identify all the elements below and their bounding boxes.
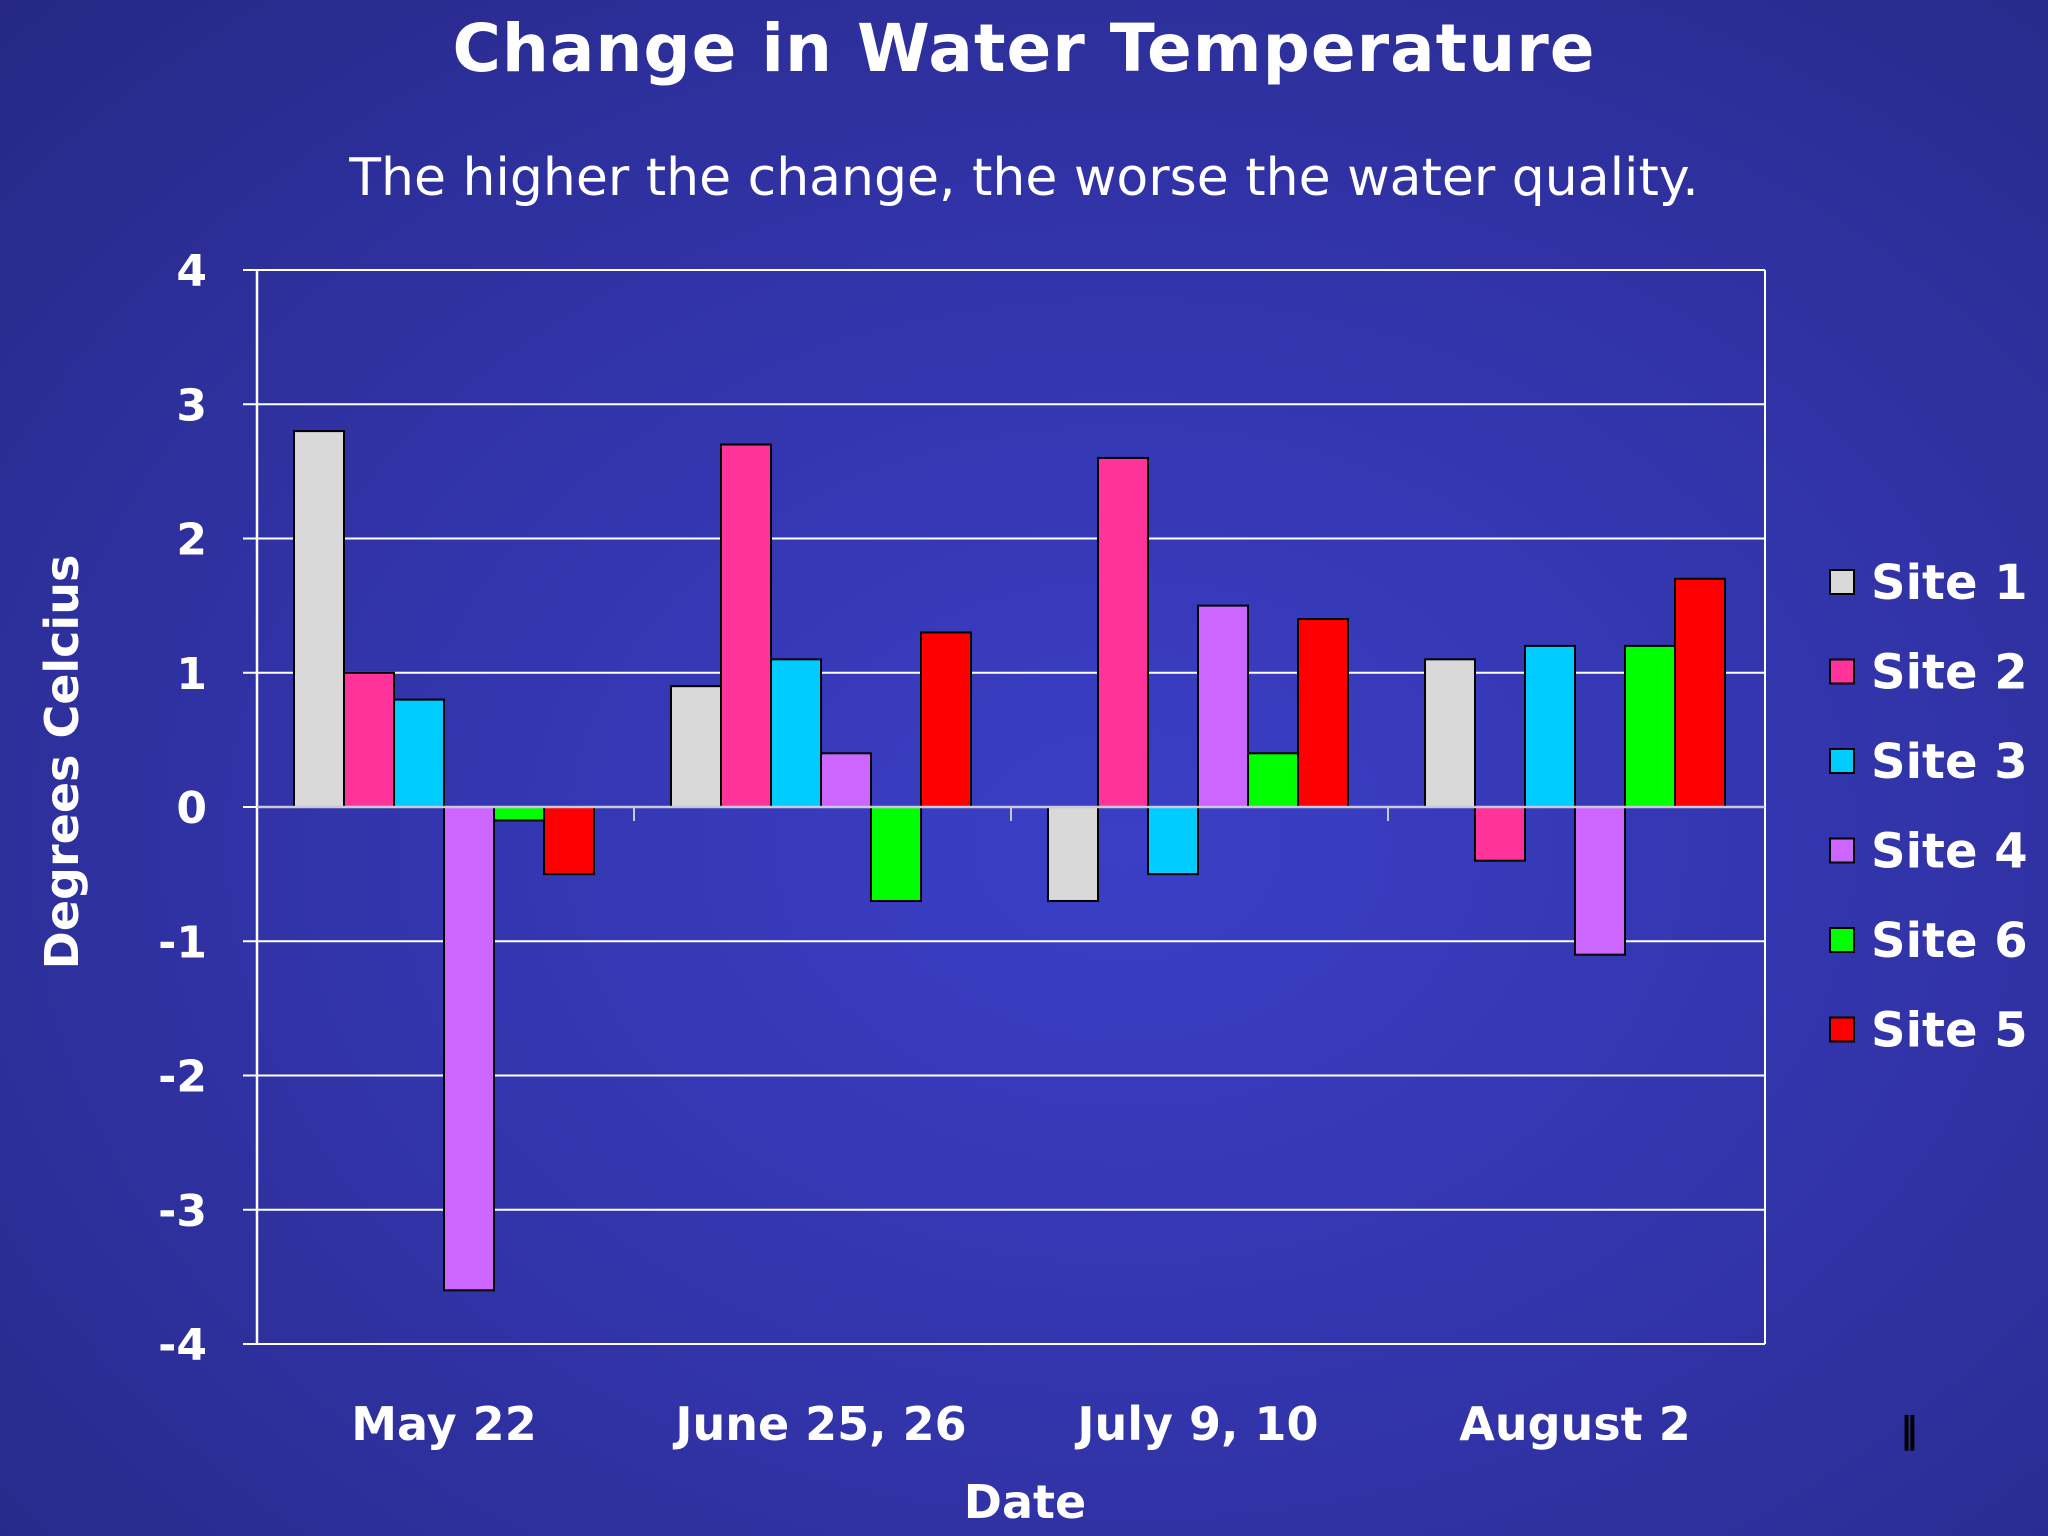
legend-swatch xyxy=(1829,927,1855,953)
bar-site-1-4 xyxy=(1424,658,1476,809)
bar-site-1-1 xyxy=(293,430,345,808)
bar-site-6-4 xyxy=(1624,644,1676,809)
y-tick-label: 4 xyxy=(176,246,207,297)
chart-subtitle: The higher the change, the worse the wat… xyxy=(349,148,1699,208)
y-tick-label: -2 xyxy=(158,1052,207,1103)
category-label: June 25, 26 xyxy=(672,1397,966,1451)
legend-label: Site 4 xyxy=(1871,824,2028,880)
legend-label: Site 1 xyxy=(1871,555,2028,611)
bar-site-5-1 xyxy=(543,806,595,876)
y-tick-label: -1 xyxy=(158,917,207,968)
x-axis-title: Date xyxy=(964,1475,1086,1529)
legend-swatch xyxy=(1829,658,1855,685)
legend-label: Site 5 xyxy=(1871,1003,2028,1059)
bar-site-3-3 xyxy=(1147,806,1199,876)
y-tick-label: 3 xyxy=(176,380,207,431)
bar-site-3-2 xyxy=(770,658,822,809)
bar-site-1-2 xyxy=(670,685,722,808)
bar-site-4-4 xyxy=(1574,806,1626,956)
bar-site-6-3 xyxy=(1247,752,1299,808)
y-tick-label: 0 xyxy=(176,783,207,834)
bar-site-3-4 xyxy=(1524,644,1576,809)
legend-label: Site 6 xyxy=(1871,913,2028,969)
y-axis-title: Degrees Celcius xyxy=(35,555,89,970)
y-tick-label: -3 xyxy=(158,1186,207,1237)
category-label: July 9, 10 xyxy=(1074,1397,1318,1451)
category-labels: May 22 June 25, 26 July 9, 10 August 2 xyxy=(351,1397,1690,1451)
bar-site-4-2 xyxy=(820,752,872,808)
bar-site-2-1 xyxy=(343,671,395,808)
y-tick-label: 1 xyxy=(176,649,207,700)
bar-site-2-3 xyxy=(1097,456,1149,808)
bars xyxy=(293,430,1726,1292)
bar-site-6-2 xyxy=(870,806,922,902)
category-label: May 22 xyxy=(351,1397,536,1451)
y-tick-label: -4 xyxy=(158,1320,207,1371)
bar-site-4-3 xyxy=(1197,604,1249,808)
legend-label: Site 3 xyxy=(1871,734,2028,790)
bar-site-1-3 xyxy=(1047,806,1099,902)
y-tick-label: 2 xyxy=(176,515,207,566)
bar-site-5-3 xyxy=(1297,618,1349,808)
bar-site-6-1 xyxy=(493,806,545,822)
category-label: August 2 xyxy=(1459,1397,1690,1451)
slide-mark-icon: ‖ xyxy=(1900,1410,1918,1451)
bar-site-2-2 xyxy=(720,443,772,808)
bar-site-5-4 xyxy=(1674,577,1726,809)
legend-swatch xyxy=(1829,748,1855,774)
axes xyxy=(243,269,1766,1345)
y-tick-labels: 4 3 2 1 0 -1 -2 -3 -4 xyxy=(158,246,207,1371)
bar-site-5-2 xyxy=(920,631,972,808)
legend-swatch xyxy=(1829,837,1855,864)
bar-site-2-4 xyxy=(1474,806,1526,862)
bar-site-4-1 xyxy=(443,806,495,1292)
legend: Site 1 Site 2 Site 3 Site 4 Site 6 Site 5 xyxy=(1829,555,2028,1059)
legend-label: Site 2 xyxy=(1871,645,2028,701)
legend-swatch xyxy=(1829,1016,1855,1043)
bar-site-3-1 xyxy=(393,698,445,808)
legend-swatch xyxy=(1829,569,1855,595)
chart-title: Change in Water Temperature xyxy=(452,10,1596,87)
gridlines xyxy=(257,269,1765,1345)
